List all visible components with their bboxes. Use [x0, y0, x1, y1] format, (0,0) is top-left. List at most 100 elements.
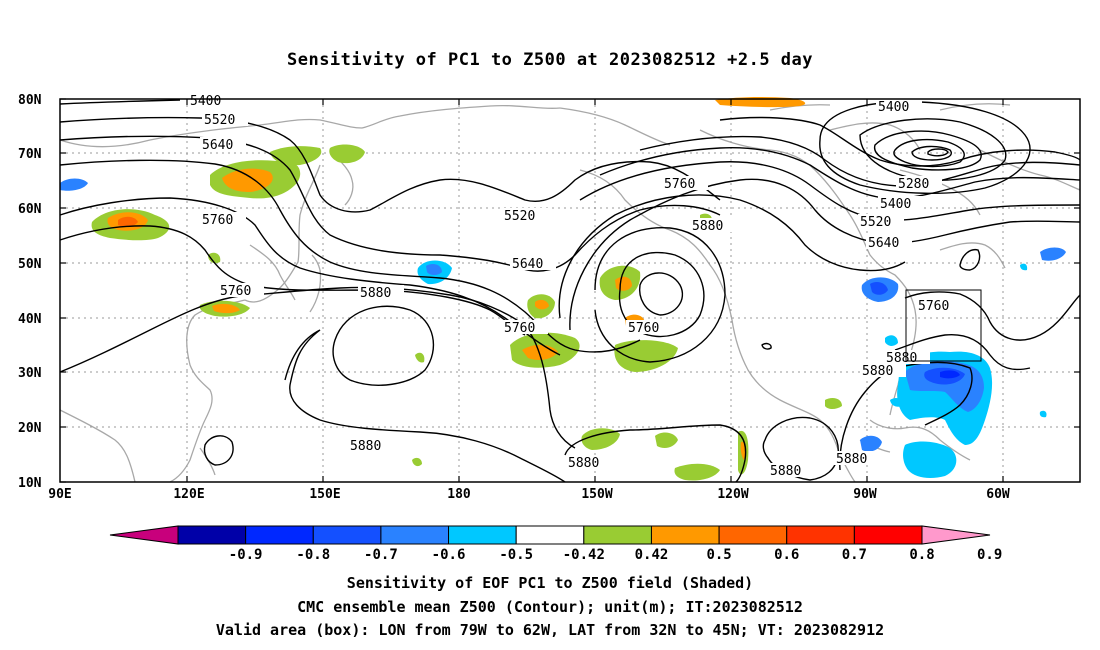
contour-label: 5520: [204, 113, 235, 128]
colorbar-box: [312, 525, 382, 545]
positive-blob: [270, 146, 322, 166]
lon-label: 150E: [309, 487, 340, 502]
negative-blob: [890, 398, 903, 407]
colorbar-label: -0.9: [229, 547, 263, 563]
footer-line-2: CMC ensemble mean Z500 (Contour); unit(m…: [297, 598, 803, 616]
colorbar-label: -0.42: [563, 547, 605, 563]
tick-marks: [60, 98, 1080, 483]
colorbar-label: 0.8: [909, 547, 934, 563]
lat-label: 70N: [18, 147, 42, 162]
contour-label: 5520: [860, 215, 891, 230]
positive-blob: [212, 303, 240, 314]
contour-label: 5880: [770, 464, 801, 479]
positive-blob: [118, 216, 138, 227]
positive-blob: [581, 428, 620, 450]
negative-blob: [1040, 247, 1066, 261]
colorbar-box: [650, 525, 720, 545]
lat-label: 40N: [18, 312, 42, 327]
negative-blob: [885, 335, 898, 346]
colorbar-label: 0.9: [977, 547, 1002, 563]
positive-blob: [222, 168, 273, 192]
negative-blob: [60, 178, 88, 191]
colorbar-box: [245, 525, 314, 545]
lon-label: 120W: [717, 487, 748, 502]
positive-blob: [825, 398, 842, 409]
colorbar-box: [718, 525, 788, 545]
positive-blob: [674, 463, 720, 481]
lat-label: 10N: [18, 476, 42, 491]
contour-label: 5760: [628, 321, 659, 336]
contour-label: 5520: [504, 209, 535, 224]
contour-label: 5760: [664, 177, 695, 192]
negative-blob: [940, 370, 960, 379]
contour-label: 5400: [878, 100, 909, 115]
colorbar-high-triangle: [921, 525, 991, 545]
positive-blob: [208, 252, 221, 264]
footer-line-1: Sensitivity of EOF PC1 to Z500 field (Sh…: [346, 574, 754, 592]
colorbar-box: [448, 525, 517, 545]
colorbar-label: 0.42: [635, 547, 669, 563]
lon-label: 90W: [853, 487, 877, 502]
lat-label: 20N: [18, 421, 42, 436]
contour-label: 5880: [692, 219, 723, 234]
lon-label: 180: [447, 487, 471, 502]
contour-label: 5280: [898, 177, 929, 192]
footer-line-3: Valid area (box): LON from 79W to 62W, L…: [215, 621, 885, 639]
positive-blob: [535, 299, 549, 310]
colorbar-low-triangle: [109, 525, 179, 545]
coastlines: [59, 103, 1081, 483]
negative-blob: [860, 435, 882, 452]
colorbar-box: [853, 525, 923, 545]
lon-label: 90E: [48, 487, 71, 502]
contour-label: 5880: [886, 351, 917, 366]
contour-label: 5640: [512, 257, 543, 272]
contour-label: 5760: [918, 299, 949, 314]
positive-blob: [614, 340, 678, 372]
positive-blob: [740, 441, 746, 460]
latitude-labels: 80N 70N 60N 50N 40N 30N 20N 10N: [18, 93, 42, 491]
colorbar-box: [177, 525, 247, 545]
colorbar-label: -0.7: [364, 547, 398, 563]
contour-label: 5640: [202, 138, 233, 153]
colorbar-label: 0.6: [774, 547, 799, 563]
negative-blob: [1039, 410, 1047, 418]
lat-label: 80N: [18, 93, 42, 108]
contour-label: 5400: [190, 94, 221, 109]
lat-label: 30N: [18, 366, 42, 381]
contour-label: 5880: [360, 286, 391, 301]
map-panel: 5400 5520 5640 5760 5760 5880 5520 5640 …: [18, 93, 1081, 502]
colorbar-box: [786, 525, 855, 545]
contour-label: 5760: [220, 284, 251, 299]
colorbar-box: [515, 525, 585, 545]
lon-label: 150W: [581, 487, 612, 502]
contour-label: 5880: [836, 452, 867, 467]
positive-blob: [655, 432, 678, 448]
z500-contours: [59, 99, 1081, 483]
colorbar-box: [380, 525, 450, 545]
map-frame: [59, 98, 1081, 483]
positive-blob: [615, 276, 632, 291]
contour-label: 5880: [862, 364, 893, 379]
positive-blob: [415, 352, 425, 363]
contour-label: 5400: [880, 197, 911, 212]
lon-label: 60W: [986, 487, 1010, 502]
contour-label: 5880: [350, 439, 381, 454]
lat-label: 60N: [18, 202, 42, 217]
contour-labels: 5400 5520 5640 5760 5760 5880 5520 5640 …: [188, 94, 962, 479]
contour-label: 5760: [504, 321, 535, 336]
negative-blob: [903, 441, 957, 478]
lat-label: 50N: [18, 257, 42, 272]
colorbar-label: 0.5: [706, 547, 731, 563]
negative-blob: [426, 264, 442, 275]
contour-label: 5880: [568, 456, 599, 471]
lon-label: 120E: [173, 487, 204, 502]
colorbar-label: -0.8: [296, 547, 330, 563]
negative-blob: [870, 282, 888, 295]
figure-title: Sensitivity of PC1 to Z500 at 2023082512…: [286, 50, 813, 70]
colorbar-label: -0.5: [499, 547, 533, 563]
colorbar-box: [583, 525, 652, 545]
colorbar-label: 0.7: [842, 547, 867, 563]
colorbar: -0.9 -0.8 -0.7 -0.6 -0.5 -0.42 0.42 0.5 0.6 0.7 0.…: [109, 525, 1002, 563]
contour-label: 5640: [868, 236, 899, 251]
